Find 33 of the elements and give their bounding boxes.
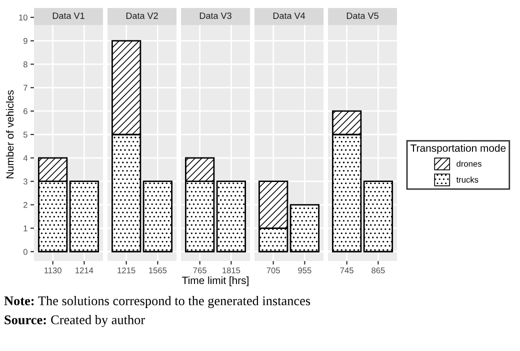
x-tick-label: 1565	[149, 267, 167, 274]
y-tick-label: 10	[19, 14, 28, 20]
x-tick-label: 1214	[76, 267, 94, 274]
x-tick-label: 1215	[118, 267, 136, 274]
y-tick-label: 4	[23, 155, 28, 161]
y-tick-label: 2	[24, 202, 28, 208]
chart-title: Data V5	[346, 12, 378, 19]
y-tick-label: 7	[24, 84, 28, 91]
x-tick-label: 705	[266, 267, 280, 274]
x-tick-label: 745	[340, 268, 354, 274]
chart-title: Data V4	[273, 12, 306, 19]
x-tick-label: 1815	[222, 267, 240, 274]
y-tick-label: 1	[24, 225, 28, 232]
x-tick-label: 1130	[44, 267, 62, 274]
y-tick-label: 9	[24, 38, 28, 44]
chart-title: Data V3	[200, 12, 232, 19]
y-tick-label: 8	[23, 61, 28, 68]
text: Note: The solutions correspond to the generated instances	[4, 296, 310, 308]
legend-title: Transportation mode	[410, 144, 506, 154]
x-tick-label: 955	[298, 267, 312, 274]
y-tick-label: 6	[24, 108, 28, 114]
y-tick-label: 0	[23, 248, 28, 255]
chart-title: Data V1	[52, 12, 84, 19]
x-axis-title: Time limit [hrs]	[182, 276, 248, 286]
y-tick-label: 3	[23, 178, 28, 184]
y-tick-label: 5	[23, 132, 28, 138]
chart-title: Data V2	[126, 12, 158, 19]
y-axis-title: Number of vehicles	[6, 90, 14, 178]
x-tick-label: 765	[193, 267, 206, 274]
legend-label: drones	[456, 160, 482, 167]
legend-label: trucks	[456, 176, 478, 183]
source-note: Source: Created by author	[4, 315, 145, 327]
x-tick-label: 865	[372, 267, 385, 274]
